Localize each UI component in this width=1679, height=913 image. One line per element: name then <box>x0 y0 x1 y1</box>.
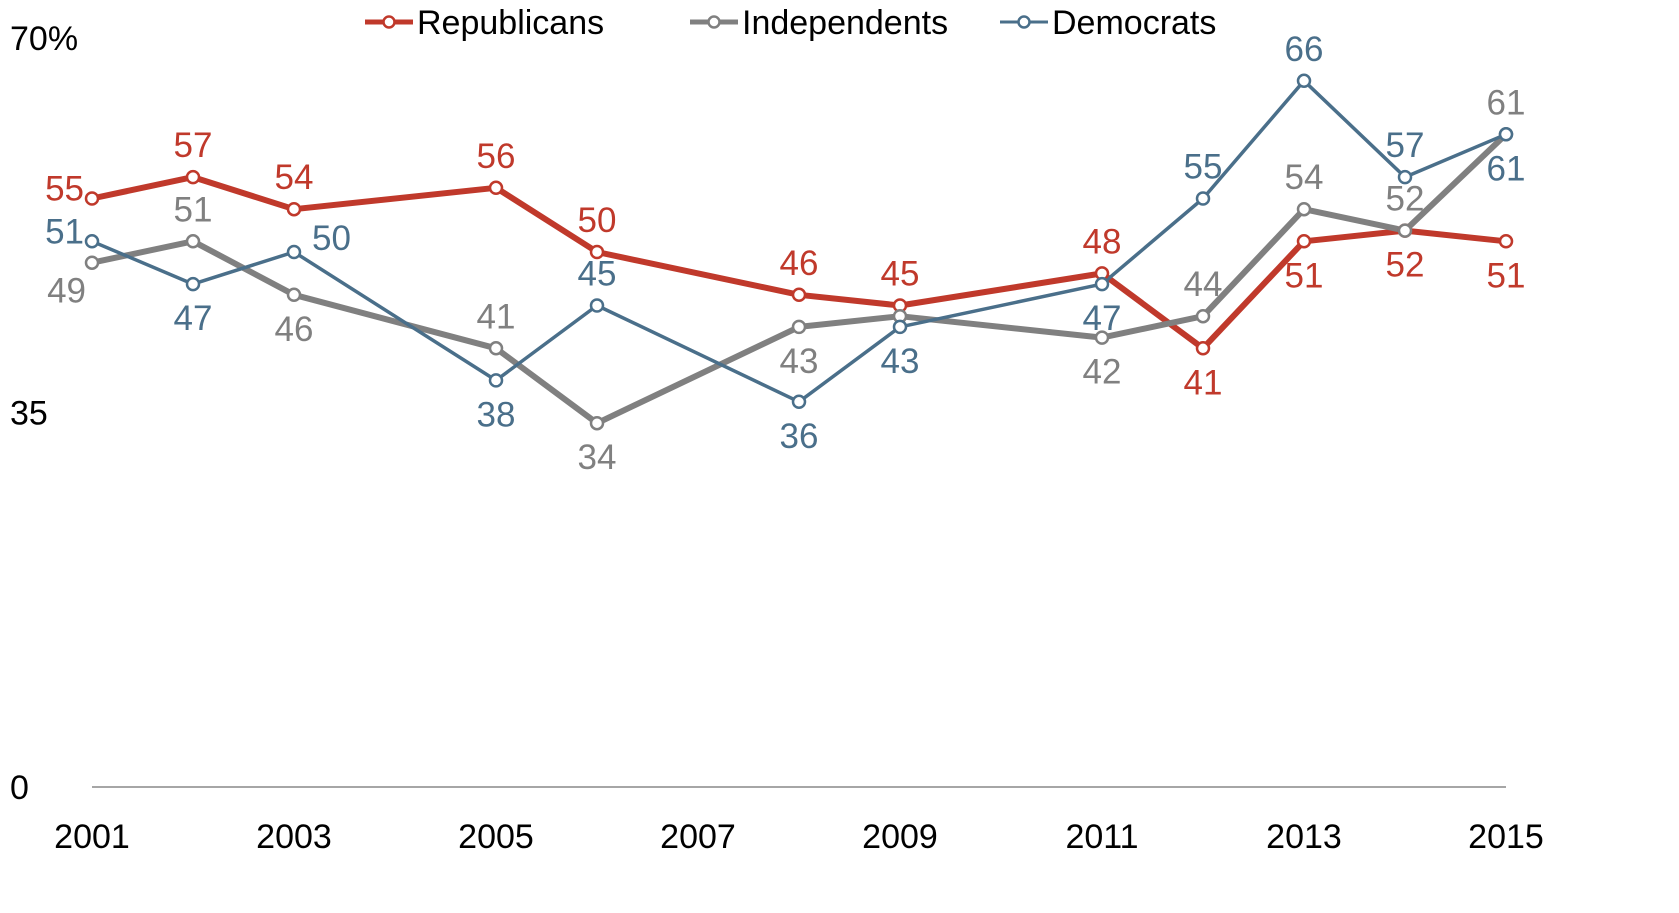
data-point-republicans <box>1498 234 1514 249</box>
data-label-democrats: 50 <box>312 219 351 258</box>
data-label-republicans: 56 <box>477 137 516 176</box>
data-point-independents <box>791 319 807 335</box>
data-point-republicans <box>791 287 807 303</box>
data-label-democrats: 57 <box>1386 126 1425 165</box>
data-point-democrats <box>1397 169 1413 185</box>
data-label-democrats: 51 <box>45 212 84 251</box>
data-label-independents: 34 <box>578 438 617 477</box>
series-line-independents <box>91 132 1509 427</box>
data-point-independents <box>1094 330 1110 345</box>
data-label-independents: 44 <box>1184 265 1223 304</box>
x-tick-label: 2015 <box>1468 818 1544 856</box>
x-tick-label: 2009 <box>862 818 938 856</box>
data-point-independents <box>84 255 100 270</box>
data-point-democrats <box>791 394 807 410</box>
data-label-republicans: 54 <box>275 158 314 197</box>
data-label-democrats: 61 <box>1487 149 1526 188</box>
x-tick-label: 2001 <box>54 818 130 856</box>
legend-item-democrats: Democrats <box>1000 4 1216 42</box>
data-point-independents <box>185 234 201 249</box>
data-point-republicans <box>185 169 201 185</box>
data-label-democrats: 36 <box>780 417 819 456</box>
data-point-democrats <box>589 298 605 313</box>
data-point-democrats <box>1195 191 1211 206</box>
data-point-independents <box>1397 223 1413 238</box>
x-tick-label: 2003 <box>256 818 332 856</box>
series-line-republicans <box>91 174 1507 352</box>
legend-item-independents: Independents <box>690 4 948 42</box>
y-tick-label-70: 70% <box>10 20 78 58</box>
x-tick-label: 2005 <box>458 818 534 856</box>
data-label-democrats: 45 <box>578 255 617 294</box>
data-label-democrats: 66 <box>1285 30 1324 69</box>
data-label-democrats: 47 <box>174 299 213 338</box>
data-label-independents: 49 <box>47 272 86 311</box>
data-label-layer: 55 57 54 56 50 46 45 48 41 51 52 51 49 51 46 41 34 43 42 44… <box>45 30 1525 477</box>
data-point-republicans <box>488 180 504 196</box>
data-label-republicans: 57 <box>174 126 213 165</box>
data-point-republicans <box>589 244 605 260</box>
x-tick-label: 2013 <box>1266 818 1342 856</box>
data-point-republicans <box>286 201 302 217</box>
legend-label-republicans: Republicans <box>417 4 604 42</box>
data-point-democrats <box>488 373 504 388</box>
y-tick-label-0: 0 <box>10 769 29 807</box>
data-point-republicans <box>1296 234 1312 249</box>
legend-label-independents: Independents <box>742 4 948 42</box>
data-point-democrats <box>286 244 302 260</box>
data-point-independents <box>589 415 605 431</box>
legend-item-republicans: Republicans <box>365 4 604 42</box>
data-label-independents: 41 <box>477 297 516 336</box>
x-tick-labels: 2001 2003 2005 2007 2009 2011 2013 2015 <box>54 818 1544 856</box>
data-point-democrats <box>84 234 100 249</box>
data-label-republicans: 51 <box>1285 256 1324 295</box>
data-point-independents <box>1296 201 1312 217</box>
data-point-democrats <box>1296 73 1312 89</box>
data-label-independents: 61 <box>1487 83 1526 122</box>
data-point-independents <box>488 341 504 356</box>
data-point-independents <box>286 287 302 303</box>
data-label-independents: 46 <box>275 310 314 349</box>
legend: Republicans Independents Democrats <box>365 4 1216 42</box>
data-label-democrats: 38 <box>477 395 516 434</box>
data-point-republicans <box>1195 341 1211 356</box>
data-label-republicans: 46 <box>780 244 819 283</box>
data-label-republicans: 50 <box>578 201 617 240</box>
data-label-republicans: 55 <box>45 170 84 209</box>
legend-marker-democrats <box>1017 15 1031 29</box>
data-label-republicans: 51 <box>1487 256 1526 295</box>
data-label-independents: 52 <box>1386 180 1425 219</box>
data-label-independents: 42 <box>1083 353 1122 392</box>
data-label-democrats: 47 <box>1083 299 1122 338</box>
data-label-democrats: 43 <box>881 342 920 381</box>
data-label-republicans: 41 <box>1184 363 1223 402</box>
x-tick-label: 2011 <box>1065 818 1138 856</box>
series-layer <box>84 73 1514 431</box>
data-point-democrats <box>185 276 201 292</box>
data-label-republicans: 52 <box>1386 246 1425 285</box>
data-point-republicans <box>84 191 100 206</box>
data-point-democrats <box>892 319 908 335</box>
data-label-democrats: 55 <box>1184 148 1223 187</box>
data-label-independents: 43 <box>780 342 819 381</box>
data-point-independents <box>1195 308 1211 324</box>
legend-marker-independents <box>707 15 721 29</box>
data-point-democrats <box>1094 276 1110 292</box>
legend-marker-republicans <box>382 15 396 29</box>
data-label-independents: 54 <box>1285 158 1324 197</box>
series-line-democrats <box>91 79 1507 404</box>
data-point-democrats <box>1498 127 1514 142</box>
data-label-republicans: 48 <box>1083 222 1122 261</box>
legend-label-democrats: Democrats <box>1052 4 1216 42</box>
data-label-republicans: 45 <box>881 255 920 294</box>
y-tick-label-35: 35 <box>10 395 48 433</box>
x-tick-label: 2007 <box>660 818 736 856</box>
data-label-independents: 51 <box>174 190 213 229</box>
y-tick-labels: 70% 35 0 <box>10 20 78 807</box>
